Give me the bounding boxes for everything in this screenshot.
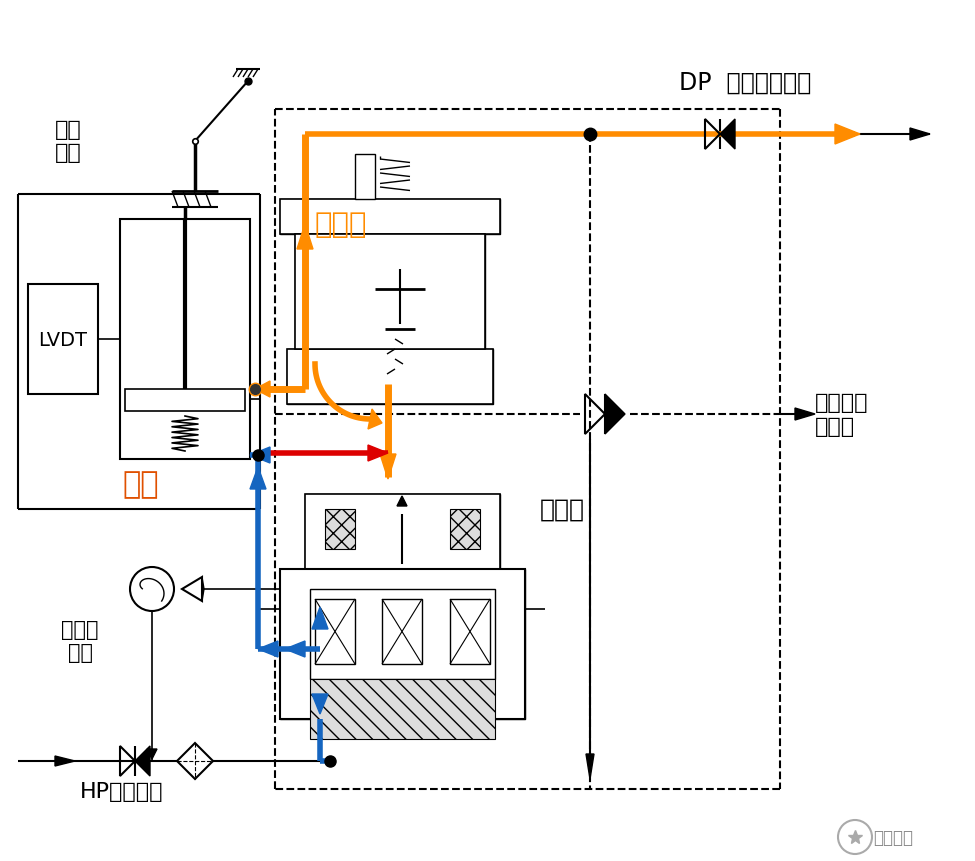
Bar [305, 494, 500, 569]
Polygon shape [250, 468, 266, 489]
Text: 伺服阀: 伺服阀 [540, 498, 585, 522]
Bar [445, 235, 485, 350]
Bar [120, 220, 250, 460]
Bar [295, 235, 485, 350]
Polygon shape [368, 410, 382, 430]
Polygon shape [258, 641, 278, 657]
Polygon shape [835, 125, 860, 145]
Bar [305, 494, 500, 569]
Polygon shape [312, 694, 328, 714]
Polygon shape [250, 448, 270, 463]
Polygon shape [910, 129, 930, 141]
Bar [310, 679, 495, 739]
Bar [280, 569, 525, 719]
Polygon shape [297, 225, 313, 250]
Polygon shape [135, 746, 150, 776]
Text: 卸载阀: 卸载阀 [315, 211, 368, 238]
Polygon shape [255, 381, 270, 398]
Bar [28, 285, 98, 394]
Polygon shape [55, 756, 75, 766]
Polygon shape [795, 408, 815, 420]
Bar [287, 350, 493, 405]
Polygon shape [605, 394, 625, 435]
Polygon shape [202, 578, 204, 601]
Bar [325, 510, 355, 549]
Text: 伺服放
大器: 伺服放 大器 [61, 619, 98, 662]
Polygon shape [368, 445, 388, 461]
Text: 高压
调门: 高压 调门 [55, 120, 81, 163]
Bar [287, 350, 493, 405]
Polygon shape [285, 641, 305, 657]
Polygon shape [380, 455, 396, 480]
Polygon shape [397, 497, 407, 506]
Bar [450, 510, 480, 549]
Bar [450, 599, 490, 664]
Bar [315, 599, 355, 664]
Bar [295, 235, 335, 350]
Polygon shape [147, 749, 157, 759]
Text: 热控课堂: 热控课堂 [873, 828, 913, 846]
Text: HP高压供油: HP高压供油 [80, 781, 164, 801]
Text: LVDT: LVDT [38, 330, 88, 349]
Bar [355, 155, 375, 200]
Bar [382, 599, 422, 664]
Bar [125, 389, 245, 412]
Polygon shape [720, 120, 735, 150]
Text: 危急遮断
油母管: 危急遮断 油母管 [815, 393, 869, 436]
Text: 油缸: 油缸 [122, 469, 159, 499]
Text: DP  有压回油母管: DP 有压回油母管 [679, 71, 811, 95]
Bar [310, 589, 495, 679]
Bar [280, 569, 525, 719]
Bar [280, 200, 500, 235]
Bar [280, 200, 500, 235]
Polygon shape [312, 607, 328, 629]
Polygon shape [586, 754, 594, 779]
